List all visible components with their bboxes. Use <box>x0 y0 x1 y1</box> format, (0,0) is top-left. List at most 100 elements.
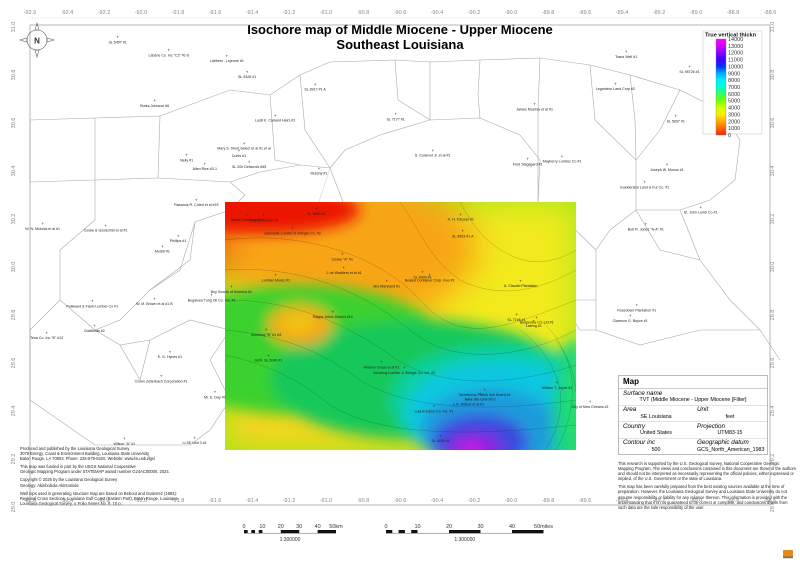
svg-text:Labbers - Lejeune #1: Labbers - Lejeune #1 <box>210 59 244 63</box>
svg-text:20: 20 <box>278 524 284 530</box>
svg-text:29.2: 29.2 <box>770 454 776 465</box>
svg-text:40: 40 <box>509 524 515 530</box>
svg-text:-92.6: -92.6 <box>24 10 37 16</box>
svg-text:+: + <box>41 221 44 226</box>
svg-text:Goldfields #2: Goldfields #2 <box>84 329 105 333</box>
svg-text:9000: 9000 <box>728 71 740 77</box>
svg-text:+: + <box>314 82 317 87</box>
svg-text:William T. Joyce #1: William T. Joyce #1 <box>542 386 573 390</box>
svg-text:+: + <box>226 53 229 58</box>
svg-text:Bogalusa Tung Oil Co. Inc. #1: Bogalusa Tung Oil Co. Inc. #1 <box>188 299 236 303</box>
svg-text:+: + <box>699 205 702 210</box>
svg-text:J. de Wadders et al #1: J. de Wadders et al #1 <box>326 271 362 275</box>
svg-text:SL 6499 #1: SL 6499 #1 <box>413 275 431 279</box>
svg-text:30.4: 30.4 <box>770 166 776 177</box>
svg-text:Bob R. Jones "A-A" #1: Bob R. Jones "A-A" #1 <box>628 227 664 231</box>
svg-text:-91.4: -91.4 <box>246 10 259 16</box>
svg-text:-91.2: -91.2 <box>283 498 296 504</box>
svg-text:+: + <box>431 148 434 153</box>
svg-text:S. Cudenot Jr. et al #1: S. Cudenot Jr. et al #1 <box>415 154 451 158</box>
svg-text:-92.2: -92.2 <box>98 10 111 16</box>
svg-text:+: + <box>643 180 646 185</box>
svg-text:+: + <box>160 374 163 379</box>
svg-text:+: + <box>318 166 321 171</box>
svg-text:City of New Orleans #1: City of New Orleans #1 <box>572 405 609 409</box>
svg-text:+: + <box>93 323 96 328</box>
svg-text:Murphy #1: Murphy #1 <box>310 172 327 176</box>
svg-text:+: + <box>168 47 171 52</box>
svg-text:+: + <box>645 222 648 227</box>
svg-text:Gueldersick Land & Fur Co. #1: Gueldersick Land & Fur Co. #1 <box>620 185 669 189</box>
svg-text:Phillips #1: Phillips #1 <box>170 239 186 243</box>
svg-text:Rapps Johns District #10: Rapps Johns District #10 <box>313 315 353 319</box>
svg-text:30.0: 30.0 <box>11 262 17 273</box>
svg-text:+: + <box>625 49 628 54</box>
svg-text:Joannette Lumber & Shingle Co.: Joannette Lumber & Shingle Co. #2 <box>264 231 321 235</box>
svg-text:50miles: 50miles <box>534 524 553 530</box>
svg-text:30: 30 <box>296 524 302 530</box>
svg-text:-90.6: -90.6 <box>394 10 407 16</box>
svg-text:4000: 4000 <box>728 106 740 112</box>
svg-text:+: + <box>614 81 617 86</box>
svg-text:Polkward & Favlo Lumber Co #1: Polkward & Favlo Lumber Co #1 <box>66 304 118 308</box>
svg-text:E. G. Hynes #1: E. G. Hynes #1 <box>158 355 182 359</box>
svg-text:-89.4: -89.4 <box>616 498 629 504</box>
svg-text:+: + <box>161 244 164 249</box>
svg-text:+: + <box>91 299 94 304</box>
svg-text:-89.8: -89.8 <box>542 498 555 504</box>
svg-text:-91.4: -91.4 <box>246 498 259 504</box>
svg-text:30.8: 30.8 <box>11 70 17 81</box>
svg-text:St. John Lumb Co #1: St. John Lumb Co #1 <box>684 211 718 215</box>
svg-text:Lumber Mores #1: Lumber Mores #1 <box>262 278 290 282</box>
svg-text:+: + <box>243 141 246 146</box>
svg-text:-92.4: -92.4 <box>61 10 74 16</box>
svg-text:13000: 13000 <box>728 44 743 50</box>
svg-text:+: + <box>204 161 207 166</box>
svg-text:SL 200 Delacroix #55: SL 200 Delacroix #55 <box>232 165 266 169</box>
svg-text:Clarence G. Boyce #1: Clarence G. Boyce #1 <box>613 319 648 323</box>
svg-text:30.6: 30.6 <box>11 118 17 129</box>
svg-text:-90.4: -90.4 <box>431 10 444 16</box>
svg-text:-89.2: -89.2 <box>653 498 666 504</box>
svg-text:Nelly #1: Nelly #1 <box>180 158 193 162</box>
svg-text:Lateng #1: Lateng #1 <box>526 324 542 328</box>
svg-text:6000: 6000 <box>728 92 740 98</box>
svg-text:-91.0: -91.0 <box>320 10 333 16</box>
svg-text:LLSE Unit 3 #1: LLSE Unit 3 #1 <box>183 441 207 445</box>
svg-text:+: + <box>561 154 564 159</box>
svg-text:SL 9326 #1: SL 9326 #1 <box>238 75 256 79</box>
svg-text:11000: 11000 <box>728 58 743 64</box>
svg-text:0: 0 <box>384 524 387 530</box>
svg-text:30.8: 30.8 <box>770 70 776 81</box>
svg-text:-89.4: -89.4 <box>616 10 629 16</box>
svg-text:SL 5497 #1: SL 5497 #1 <box>109 40 127 44</box>
svg-text:-91.6: -91.6 <box>209 10 222 16</box>
svg-text:-88.8: -88.8 <box>727 10 740 16</box>
svg-text:Cooke "A" #1: Cooke "A" #1 <box>332 257 353 261</box>
svg-text:+: + <box>688 64 691 69</box>
svg-text:-90.2: -90.2 <box>468 498 481 504</box>
svg-text:Schering Lumber & Shingle Co.: Schering Lumber & Shingle Co. Inc. #2 <box>373 371 435 375</box>
svg-text:Tarrebonne Parish Sch Board #1: Tarrebonne Parish Sch Board #1 <box>459 393 511 397</box>
svg-text:1000: 1000 <box>728 126 740 132</box>
svg-text:+: + <box>248 159 251 164</box>
svg-text:+: + <box>589 399 592 404</box>
svg-text:Mr. E. Day #1: Mr. E. Day #1 <box>204 395 226 399</box>
svg-text:Allen Rice #3-1: Allen Rice #3-1 <box>193 167 217 171</box>
svg-text:10: 10 <box>414 524 420 530</box>
svg-text:Joseph W. Monus #1: Joseph W. Monus #1 <box>650 168 684 172</box>
svg-text:-89.6: -89.6 <box>579 10 592 16</box>
svg-text:-91.2: -91.2 <box>283 10 296 16</box>
svg-text:14000: 14000 <box>728 37 743 43</box>
svg-text:-91.8: -91.8 <box>172 498 185 504</box>
svg-text:-91.8: -91.8 <box>172 10 185 16</box>
svg-text:-92.0: -92.0 <box>135 498 148 504</box>
svg-text:29.8: 29.8 <box>770 310 776 321</box>
svg-text:SL 5697 #1: SL 5697 #1 <box>667 119 685 123</box>
svg-text:Cooke & Goodchild et al #1: Cooke & Goodchild et al #1 <box>84 229 128 233</box>
svg-text:SL 8917 #1 A: SL 8917 #1 A <box>304 88 326 92</box>
svg-text:-89.0: -89.0 <box>690 498 703 504</box>
svg-text:+: + <box>123 436 126 441</box>
svg-text:Burks-Johnson #6: Burks-Johnson #6 <box>140 104 169 108</box>
svg-text:29.4: 29.4 <box>770 406 776 417</box>
